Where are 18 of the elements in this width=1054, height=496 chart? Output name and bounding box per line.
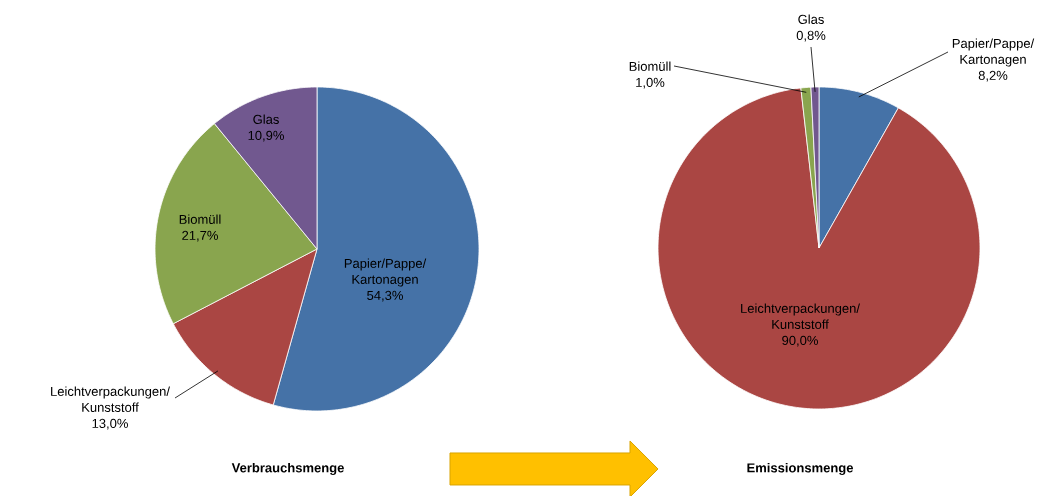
data-label: 13,0%	[92, 418, 128, 430]
slice-label: Biomüll	[629, 61, 671, 71]
data-label: 54,3%	[367, 290, 403, 302]
slice-label: Glas	[798, 14, 824, 24]
slice-label: Leichtverpackungen/ Kunststoff	[741, 303, 860, 329]
text: Verbrauchsmenge	[231, 462, 344, 476]
slice-label: Leichtverpackungen/ Kunststoff	[51, 386, 170, 412]
slice-label: Biomüll	[179, 214, 221, 224]
data-label: 21,7%	[182, 230, 218, 242]
data-label: 90,0%	[782, 335, 818, 347]
text: Emissionsmenge	[747, 462, 854, 476]
data-label: 1,0%	[636, 77, 665, 89]
data-label: 8,2%	[978, 70, 1008, 82]
slice-label: Glas	[253, 114, 279, 124]
slice-label: Papier/Pappe/ Kartonagen	[344, 258, 427, 287]
slice-label: Papier/Pappe/ Kartonagen	[952, 38, 1035, 67]
data-label: 10,9%	[248, 130, 284, 142]
data-label: 0,8%	[796, 30, 826, 42]
